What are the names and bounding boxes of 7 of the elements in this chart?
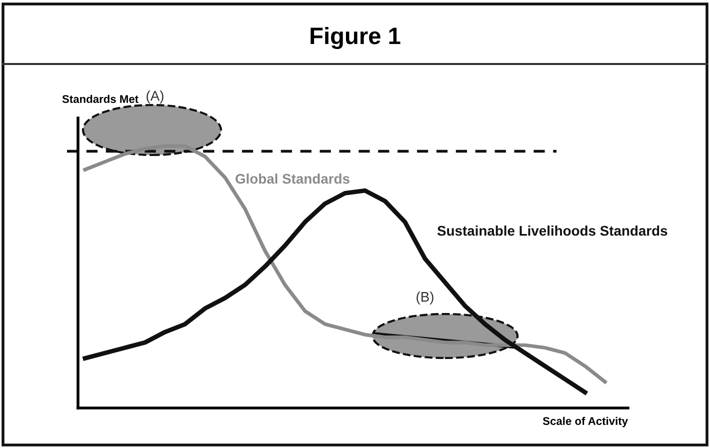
x-axis-title: Scale of Activity (542, 416, 628, 428)
series-label: Sustainable Livelihoods Standards (437, 226, 668, 236)
annotation: (B) (416, 292, 434, 304)
text: (A) (146, 90, 164, 104)
y-axis-title: Standards Met (62, 94, 138, 103)
chart-title: Figure 1 (310, 26, 400, 50)
series-label: Global Standards (236, 174, 350, 184)
